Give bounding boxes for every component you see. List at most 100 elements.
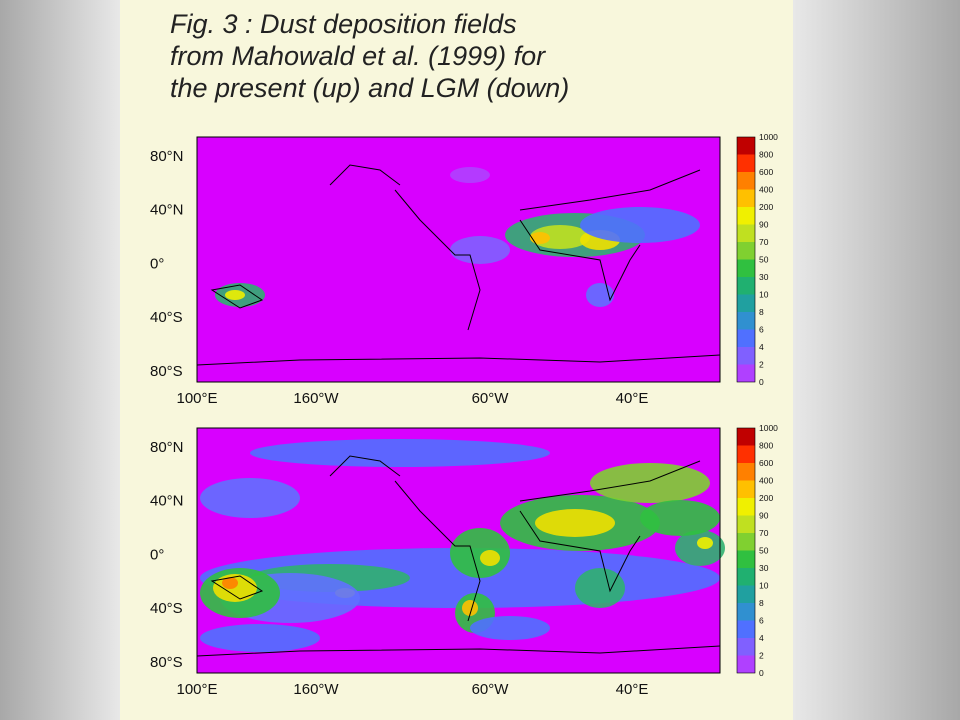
dust-region	[697, 537, 713, 549]
colorbar-label: 600	[759, 458, 773, 468]
colorbar-segment	[737, 364, 755, 382]
dust-region	[222, 577, 238, 589]
colorbar-label: 200	[759, 202, 773, 212]
dust-region	[590, 463, 710, 503]
dust-region	[640, 500, 720, 536]
colorbar-label: 70	[759, 237, 769, 247]
dust-region	[200, 478, 300, 518]
latitude-label: 40°N	[150, 493, 184, 510]
dust-region	[225, 290, 245, 300]
colorbar-segment	[737, 463, 755, 481]
colorbar-segment	[737, 445, 755, 463]
latitude-label: 80°S	[150, 363, 183, 380]
colorbar-segment	[737, 638, 755, 656]
slide-title: Fig. 3 : Dust deposition fields from Mah…	[170, 8, 569, 104]
longitude-label: 100°E	[176, 681, 217, 698]
colorbar-label: 4	[759, 633, 764, 643]
latitude-label: 80°N	[150, 439, 184, 456]
background-right	[793, 0, 960, 720]
dust-region	[586, 283, 614, 307]
colorbar-frame	[736, 427, 756, 674]
colorbar-segment	[737, 620, 755, 638]
dust-region	[250, 439, 550, 467]
colorbar-segment	[737, 498, 755, 516]
colorbar-label: 10	[759, 581, 769, 591]
dust-region	[462, 600, 478, 616]
colorbar-segment	[737, 207, 755, 225]
map-frame	[196, 136, 721, 383]
dust-region	[530, 232, 550, 244]
colorbar-segment	[737, 550, 755, 568]
colorbar-segment	[737, 329, 755, 347]
colorbar-segment	[737, 312, 755, 330]
colorbar-label: 90	[759, 511, 769, 521]
colorbar-segment	[737, 154, 755, 172]
coastline	[329, 455, 401, 477]
colorbar-label: 50	[759, 255, 769, 265]
colorbar-label: 2	[759, 651, 764, 661]
latitude-label: 0°	[150, 546, 164, 563]
colorbar-label: 6	[759, 616, 764, 626]
dust-region	[470, 616, 550, 640]
coastline	[519, 460, 701, 502]
colorbar-segment	[737, 428, 755, 446]
colorbar-segment	[737, 137, 755, 155]
coastline	[394, 480, 481, 622]
colorbar-segment	[737, 585, 755, 603]
title-line: from Mahowald et al. (1999) for	[170, 41, 546, 71]
coastline	[519, 169, 701, 211]
dust-region	[675, 530, 725, 566]
colorbar-segment	[737, 294, 755, 312]
colorbar-label: 30	[759, 563, 769, 573]
dust-region	[535, 509, 615, 537]
longitude-label: 160°W	[293, 681, 339, 698]
colorbar-segment	[737, 347, 755, 365]
colorbar-label: 50	[759, 546, 769, 556]
colorbar-segment	[737, 242, 755, 260]
coastline	[210, 284, 264, 309]
colorbar-label: 70	[759, 528, 769, 538]
longitude-label: 60°W	[472, 681, 510, 698]
dust-region	[580, 207, 700, 243]
colorbar-label: 400	[759, 476, 773, 486]
latitude-label: 0°	[150, 255, 164, 272]
colorbar-label: 2	[759, 360, 764, 370]
coastline	[329, 164, 401, 186]
latitude-label: 80°N	[150, 148, 184, 165]
dust-region	[480, 550, 500, 566]
colorbar-segment	[737, 224, 755, 242]
dust-region	[213, 574, 257, 602]
dust-region	[200, 624, 320, 652]
colorbar-label: 10	[759, 290, 769, 300]
colorbar-label: 0	[759, 377, 764, 387]
latitude-label: 40°S	[150, 600, 183, 617]
colorbar-segment	[737, 568, 755, 586]
longitude-label: 100°E	[176, 390, 217, 407]
colorbar-label: 90	[759, 220, 769, 230]
dust-region	[450, 236, 510, 264]
colorbar-segment	[737, 480, 755, 498]
latitude-label: 80°S	[150, 654, 183, 671]
colorbar-segment	[737, 277, 755, 295]
title-line: the present (up) and LGM (down)	[170, 73, 570, 103]
title-line: Fig. 3 : Dust deposition fields	[170, 9, 517, 39]
colorbar-frame	[736, 136, 756, 383]
dust-region	[575, 568, 625, 608]
colorbar-segment	[737, 655, 755, 673]
latitude-label: 40°S	[150, 309, 183, 326]
colorbar-label: 1000	[759, 423, 778, 433]
coastline	[196, 645, 721, 657]
longitude-label: 160°W	[293, 390, 339, 407]
colorbar-label: 4	[759, 342, 764, 352]
longitude-label: 40°E	[616, 681, 649, 698]
map-panel: 80°N 40°N 0° 40°S 80°S 100°E 160°W 60°W 40°E 1000…	[150, 132, 778, 407]
colorbar-label: 400	[759, 185, 773, 195]
latitude-label: 40°N	[150, 202, 184, 219]
dust-region	[450, 167, 490, 183]
colorbar-segment	[737, 259, 755, 277]
map-frame	[196, 427, 721, 674]
dust-region	[450, 528, 510, 578]
colorbar-label: 800	[759, 441, 773, 451]
